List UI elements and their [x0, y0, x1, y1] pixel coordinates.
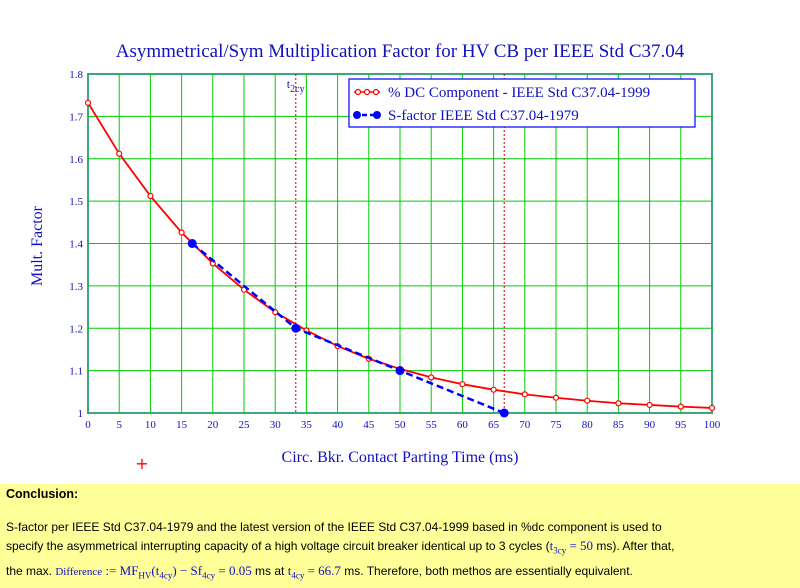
x-tick-label: 50 [395, 419, 407, 431]
data-point-dc-component [646, 401, 653, 409]
x-tick-label: 0 [85, 419, 91, 431]
x-tick-label: 30 [270, 419, 282, 431]
x-tick-label: 10 [145, 419, 157, 431]
x-tick-label: 20 [207, 419, 219, 431]
data-point-dc-component [116, 150, 123, 157]
y-axis-title: Mult. Factor [29, 205, 46, 286]
legend: % DC Component - IEEE Std C37.04-1999 S-… [348, 78, 696, 128]
y-tick-label: 1.3 [69, 281, 83, 293]
math-t4cy: t4cy = 66.7 [287, 563, 341, 581]
y-tick-label: 1.5 [69, 196, 83, 208]
data-point-dc-component [147, 192, 154, 200]
y-tick-label: 1.7 [69, 111, 83, 123]
data-point-dc-component [677, 403, 684, 410]
series-layer [84, 99, 716, 418]
y-tick-label: 1.1 [69, 366, 83, 378]
conclusion-title: Conclusion: [6, 487, 79, 501]
y-tick-label: 1.4 [69, 239, 83, 251]
math-difference: Difference := MFHV(t4cy) − Sf4cy = 0.05 [55, 563, 252, 581]
x-axis-title: Circ. Bkr. Contact Parting Time (ms) [282, 449, 519, 466]
legend-swatch-marker-red [354, 88, 362, 96]
data-point-dc-component [552, 394, 560, 401]
grid [87, 73, 713, 414]
legend-box [348, 78, 696, 128]
conclusion-text: specify the asymmetrical interrupting ca… [6, 539, 550, 553]
data-point-s-factor [499, 408, 509, 418]
data-point-dc-component [428, 374, 435, 381]
legend-swatch-marker-red [363, 88, 371, 96]
x-tick-label: 45 [363, 419, 375, 431]
legend-swatch-marker-blue [353, 111, 361, 119]
data-point-dc-component [178, 229, 185, 236]
conclusion-line-1: S-factor per IEEE Std C37.04-1979 and th… [6, 520, 662, 534]
chart: Asymmetrical/Sym Multiplication Factor f… [29, 41, 721, 473]
legend-label-dc-component: % DC Component - IEEE Std C37.04-1999 [388, 85, 650, 101]
data-point-dc-component [708, 404, 716, 412]
vertical-marker-label-subscript: 2cy [290, 84, 304, 95]
x-tick-label: 15 [176, 419, 188, 431]
y-tick-label: 1.2 [69, 323, 83, 335]
x-tick-label: 35 [301, 419, 313, 431]
data-point-s-factor [187, 239, 197, 248]
conclusion-text: ms. Therefore, both methos are essential… [340, 564, 633, 578]
legend-swatch-marker-red [372, 88, 380, 96]
annotation-plus-mark: + [135, 454, 148, 473]
data-point-dc-component [84, 99, 92, 106]
conclusion-panel: Conclusion: S-factor per IEEE Std C37.04… [0, 484, 800, 588]
x-tick-label: 85 [613, 419, 625, 431]
data-point-dc-component [584, 397, 591, 404]
y-tick-label: 1.6 [69, 154, 83, 166]
conclusion-text: ms at [251, 564, 288, 578]
x-tick-label: 40 [332, 419, 344, 431]
x-tick-label: 90 [644, 419, 656, 431]
data-point-s-factor [395, 366, 405, 376]
y-tick-labels: 1 1.1 1.2 1.3 1.4 1.5 1.6 1.7 1.8 [69, 69, 83, 420]
conclusion-text: ms). After that, [593, 539, 675, 553]
x-tick-label: 5 [116, 419, 122, 431]
data-point-dc-component [615, 400, 622, 407]
x-tick-label: 100 [704, 419, 721, 431]
chart-title: Asymmetrical/Sym Multiplication Factor f… [116, 41, 685, 62]
x-tick-label: 70 [519, 419, 531, 431]
x-tick-label: 55 [426, 419, 438, 431]
math-t3cy: t3cy = 50 [549, 538, 594, 556]
conclusion-line-2: specify the asymmetrical interrupting ca… [6, 538, 674, 556]
data-point-dc-component [459, 381, 466, 388]
legend-item-dc-component: % DC Component - IEEE Std C37.04-1999 [354, 85, 650, 101]
x-tick-labels: 0 5 10 15 20 25 30 35 40 45 50 55 60 65 70 75 80 85 90 95 10… [85, 419, 721, 431]
y-tick-label: 1 [78, 408, 84, 420]
data-point-dc-component [521, 391, 528, 398]
data-point-s-factor [291, 323, 301, 333]
legend-label-s-factor: S-factor IEEE Std C37.04-1979 [388, 108, 579, 124]
x-tick-label: 60 [457, 419, 469, 431]
x-tick-label: 80 [582, 419, 594, 431]
y-tick-label: 1.8 [69, 69, 83, 81]
x-tick-label: 95 [675, 419, 687, 431]
x-tick-label: 25 [239, 419, 251, 431]
conclusion-line-3: the max. Difference := MFHV(t4cy) − Sf4c… [6, 563, 633, 581]
series-line-s-factor [191, 242, 505, 415]
legend-item-s-factor: S-factor IEEE Std C37.04-1979 [353, 108, 579, 124]
legend-swatch-marker-blue [373, 111, 381, 119]
data-point-dc-component [490, 386, 497, 393]
x-tick-label: 75 [551, 419, 563, 431]
x-tick-label: 65 [488, 419, 500, 431]
conclusion-text: the max. [6, 564, 56, 578]
